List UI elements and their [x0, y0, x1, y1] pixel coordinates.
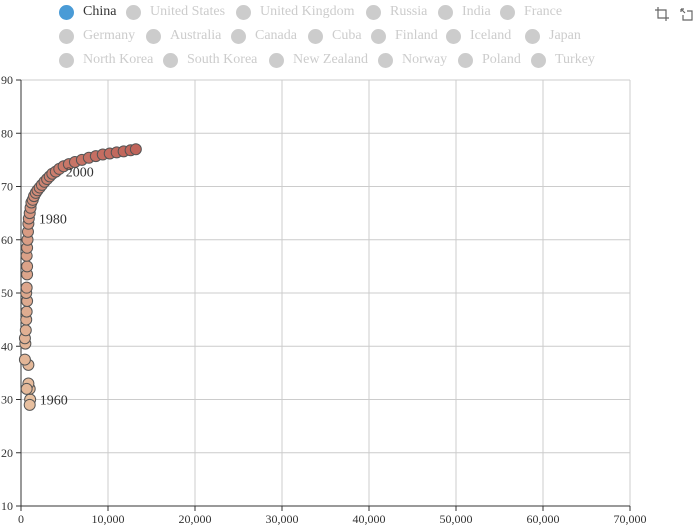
legend-dot-icon	[458, 52, 473, 68]
legend-dot-icon	[308, 28, 323, 44]
data-point[interactable]	[20, 305, 33, 318]
legend-label: New Zealand	[293, 52, 369, 67]
legend-item-france[interactable]: France	[500, 4, 562, 20]
legend-dot-icon	[59, 52, 74, 68]
legend-label: France	[524, 4, 563, 19]
point-label-2000: 2000	[66, 166, 94, 181]
legend-dot-icon	[531, 52, 546, 68]
legend-dot-icon	[446, 28, 461, 44]
legend-item-india[interactable]: India	[438, 4, 491, 20]
legend-item-iceland[interactable]: Iceland	[446, 28, 511, 44]
x-tick-label: 70,000	[614, 512, 647, 525]
point-labels: 1960 1980 2000	[39, 166, 94, 409]
grid-lines	[21, 79, 631, 506]
legend-item-russia[interactable]: Russia	[366, 4, 427, 20]
y-tick-label: 70	[1, 180, 13, 194]
data-point[interactable]	[18, 353, 31, 366]
legend-item-canada[interactable]: Canada	[231, 28, 297, 44]
legend-dot-icon	[59, 4, 74, 20]
x-tick-label: 60,000	[527, 512, 560, 525]
zoom-select-icon[interactable]	[654, 6, 670, 22]
legend-label: Australia	[170, 28, 222, 43]
data-point[interactable]	[129, 143, 142, 156]
x-tick-label: 0	[18, 512, 24, 525]
legend-dot-icon	[378, 52, 393, 68]
legend-item-united-kingdom[interactable]: United Kingdom	[236, 4, 355, 20]
legend-dot-icon	[371, 28, 386, 44]
legend-label: United Kingdom	[260, 4, 355, 19]
legend-dot-icon	[438, 4, 453, 20]
legend-label: Russia	[390, 4, 428, 19]
axes: 0 10,000 20,000 30,000 40,000 50,000 60,000 70,…	[1, 73, 647, 525]
legend-label: Finland	[395, 28, 438, 43]
x-tick-label: 20,000	[179, 512, 212, 525]
legend-item-japan[interactable]: Japan	[525, 28, 581, 44]
toolbox	[654, 6, 694, 22]
legend-dot-icon	[146, 28, 161, 44]
legend-dot-icon	[500, 4, 515, 20]
legend-label: Japan	[549, 28, 581, 43]
legend-item-united-states[interactable]: United States	[126, 4, 225, 20]
legend-label: Turkey	[555, 52, 595, 67]
legend-dot-icon	[236, 4, 251, 20]
legend-dot-icon	[126, 4, 141, 20]
legend-label: South Korea	[187, 52, 258, 67]
legend-label: United States	[150, 4, 226, 19]
data-point[interactable]	[21, 260, 34, 273]
legend-item-turkey[interactable]: Turkey	[531, 52, 595, 68]
legend-label: Norway	[402, 52, 448, 67]
data-point[interactable]	[19, 324, 32, 337]
legend-dot-icon	[163, 52, 178, 68]
y-tick-label: 80	[1, 126, 13, 140]
legend-item-cuba[interactable]: Cuba	[308, 28, 362, 44]
x-tick-label: 10,000	[92, 512, 125, 525]
data-point[interactable]	[23, 398, 36, 411]
data-points	[18, 143, 142, 411]
legend-label: China	[83, 4, 117, 19]
legend-item-norway[interactable]: Norway	[378, 52, 447, 68]
legend: China United States United Kingdom Russia In…	[0, 0, 640, 70]
legend-label: North Korea	[83, 52, 154, 67]
data-point[interactable]	[20, 382, 33, 395]
y-tick-label: 60	[1, 233, 13, 247]
legend-item-finland[interactable]: Finland	[371, 28, 438, 44]
legend-item-poland[interactable]: Poland	[458, 52, 521, 68]
y-tick-label: 90	[1, 73, 13, 87]
legend-label: Germany	[83, 28, 136, 43]
legend-dot-icon	[59, 28, 74, 44]
legend-dot-icon	[525, 28, 540, 44]
legend-item-australia[interactable]: Australia	[146, 28, 221, 44]
y-tick-label: 50	[1, 286, 13, 300]
legend-dot-icon	[269, 52, 284, 68]
legend-dot-icon	[231, 28, 246, 44]
legend-label: Iceland	[470, 28, 512, 43]
x-tick-label: 40,000	[353, 512, 386, 525]
legend-item-south-korea[interactable]: South Korea	[163, 52, 257, 68]
legend-label: Canada	[255, 28, 297, 43]
zoom-reset-icon[interactable]	[678, 6, 694, 22]
legend-item-new-zealand[interactable]: New Zealand	[269, 52, 368, 68]
legend-label: Poland	[482, 52, 521, 67]
legend-item-north-korea[interactable]: North Korea	[59, 52, 153, 68]
x-tick-label: 30,000	[266, 512, 299, 525]
legend-item-china[interactable]: China	[59, 4, 116, 20]
data-point[interactable]	[20, 281, 33, 294]
x-tick-label: 50,000	[440, 512, 473, 525]
legend-item-germany[interactable]: Germany	[59, 28, 135, 44]
legend-dot-icon	[366, 4, 381, 20]
y-tick-label: 20	[1, 446, 13, 460]
legend-label: Cuba	[332, 28, 362, 43]
point-label-1960: 1960	[40, 394, 68, 409]
y-tick-label: 40	[1, 339, 13, 353]
y-tick-label: 10	[1, 499, 13, 513]
point-label-1980: 1980	[39, 212, 67, 227]
legend-label: India	[462, 4, 491, 19]
y-tick-label: 30	[1, 393, 13, 407]
